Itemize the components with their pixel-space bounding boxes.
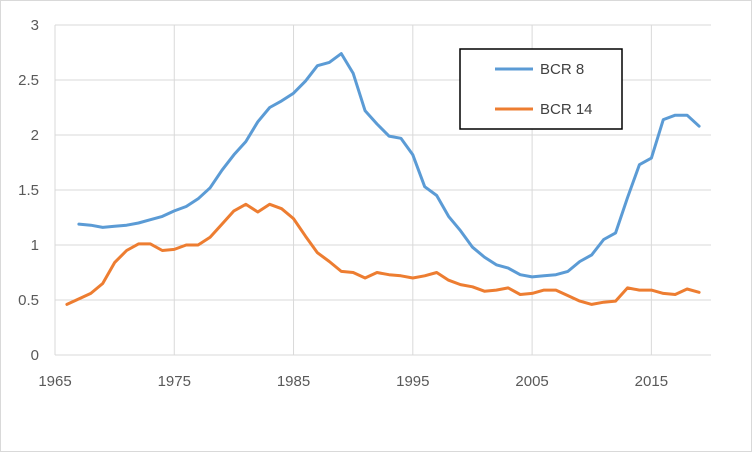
legend-box — [459, 48, 623, 130]
axis-tick-labels: 0 0.5 1 1.5 2 2.5 3 1965 1975 1985 1995 2005 2015 — [18, 17, 668, 390]
x-tick-label: 2015 — [635, 373, 668, 390]
y-tick-label: 2.5 — [18, 72, 39, 89]
x-tick-label: 1975 — [158, 373, 191, 390]
x-tick-label: 1985 — [277, 373, 310, 390]
series-lines — [65, 52, 701, 306]
series-line-bcr-14 — [65, 202, 701, 306]
y-tick-label: 0 — [31, 347, 39, 364]
legend-label-bcr-8: BCR 8 — [540, 61, 584, 78]
y-tick-label: 1 — [31, 237, 39, 254]
y-tick-label: 3 — [31, 17, 39, 34]
y-tick-label: 2 — [31, 127, 39, 144]
x-tick-label: 1965 — [38, 373, 71, 390]
legend: BCR 8 BCR 14 — [459, 48, 623, 130]
series-line-bcr-8 — [77, 52, 701, 279]
y-tick-label: 1.5 — [18, 182, 39, 199]
legend-label-bcr-14: BCR 14 — [540, 101, 593, 118]
x-tick-label: 1995 — [396, 373, 429, 390]
y-tick-label: 0.5 — [18, 292, 39, 309]
x-tick-label: 2005 — [515, 373, 548, 390]
